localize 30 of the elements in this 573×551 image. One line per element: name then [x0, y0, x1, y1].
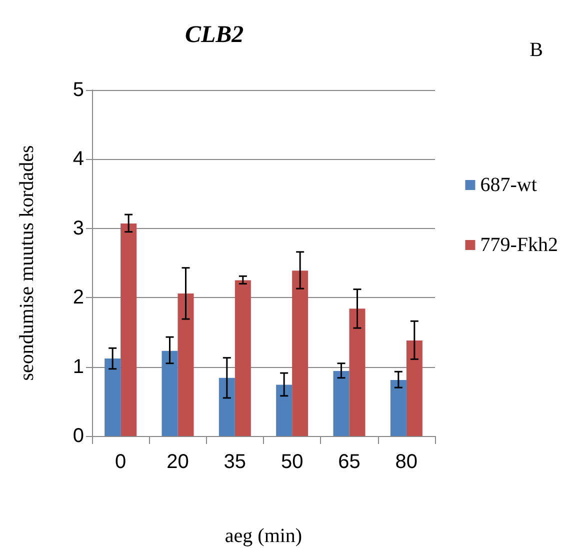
bar [218, 378, 235, 436]
bar [162, 350, 178, 436]
x-tick-label: 65 [338, 451, 360, 473]
y-tick-label: 3 [72, 217, 84, 240]
x-tick-label: 20 [166, 451, 189, 473]
legend-label: 779-Fkh2 [480, 234, 558, 256]
bar [104, 358, 121, 436]
bar [120, 224, 137, 436]
y-axis-title: seondumise muutus kordades [16, 145, 38, 381]
legend-label: 687-wt [480, 174, 538, 196]
bar [406, 340, 422, 436]
chart-title: CLB2 [185, 22, 244, 48]
x-axis-title: aeg (min) [224, 525, 302, 547]
y-tick-label: 4 [72, 148, 84, 170]
bar [234, 280, 251, 436]
y-tick-label: 1 [72, 356, 84, 378]
x-tick-label: 35 [224, 451, 246, 473]
bar [349, 308, 366, 436]
text: B [530, 39, 544, 61]
bar [333, 370, 350, 436]
x-tick-label: 50 [280, 451, 304, 473]
y-tick-label: 5 [72, 79, 84, 101]
bar [276, 384, 292, 436]
y-tick-label: 0 [72, 425, 84, 447]
y-tick-label: 2 [72, 286, 84, 309]
bar [178, 293, 194, 436]
x-tick-label: 0 [115, 451, 126, 473]
bar [292, 270, 308, 436]
x-tick-label: 80 [395, 451, 418, 473]
bar [390, 380, 406, 436]
